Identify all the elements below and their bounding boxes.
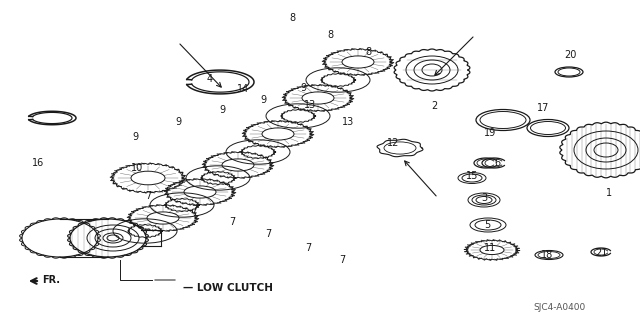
Text: 9: 9	[175, 117, 181, 127]
Text: 11: 11	[484, 243, 496, 253]
Text: 9: 9	[219, 105, 225, 115]
Text: 1: 1	[606, 188, 612, 198]
Text: 3: 3	[481, 193, 487, 203]
Text: 7: 7	[265, 229, 271, 239]
Text: 4: 4	[207, 74, 213, 84]
Text: 7: 7	[191, 205, 197, 215]
Text: 8: 8	[327, 30, 333, 40]
Text: 7: 7	[305, 243, 311, 253]
Text: 7: 7	[145, 191, 151, 201]
Text: 8: 8	[289, 13, 295, 23]
Text: 18: 18	[541, 250, 553, 260]
Text: 8: 8	[365, 47, 371, 57]
Text: 2: 2	[431, 101, 437, 111]
Text: 20: 20	[564, 50, 576, 60]
Text: 5: 5	[484, 220, 490, 230]
Text: 9: 9	[132, 132, 138, 142]
Text: 9: 9	[300, 83, 306, 93]
Text: 9: 9	[260, 95, 266, 105]
Text: 16: 16	[32, 158, 44, 168]
Text: FR.: FR.	[42, 275, 60, 285]
Text: 10: 10	[131, 163, 143, 173]
Text: 6: 6	[494, 158, 500, 168]
Text: 7: 7	[339, 255, 345, 265]
Text: 17: 17	[537, 103, 549, 113]
Text: 13: 13	[304, 100, 316, 110]
Text: SJC4-A0400: SJC4-A0400	[533, 302, 585, 311]
Text: 14: 14	[237, 84, 249, 94]
Text: 15: 15	[466, 171, 478, 181]
Text: 12: 12	[387, 138, 399, 148]
Text: 13: 13	[342, 117, 354, 127]
Text: 21: 21	[595, 248, 607, 258]
Text: 19: 19	[484, 128, 496, 138]
Text: 7: 7	[229, 217, 235, 227]
Text: — LOW CLUTCH: — LOW CLUTCH	[183, 283, 273, 293]
